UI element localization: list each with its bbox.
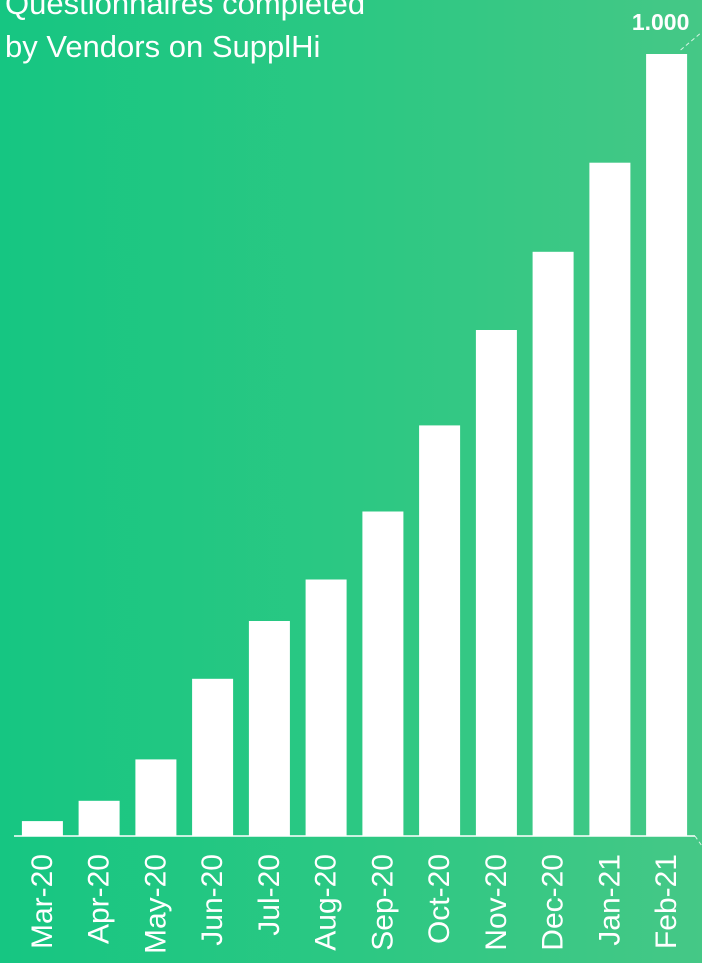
bar-dec-20 (533, 252, 574, 836)
bar-nov-20 (476, 330, 517, 836)
x-tick-label: Sep-20 (366, 854, 399, 951)
x-tick-label: Oct-20 (423, 854, 456, 944)
x-tick-label: Nov-20 (480, 854, 513, 951)
data-labels: 1.000 (632, 9, 690, 35)
x-tick-label: Dec-20 (537, 854, 570, 951)
bar-aug-20 (306, 580, 347, 837)
bar-feb-21 (646, 54, 687, 836)
axis-end-leader-line (695, 836, 702, 846)
bar-jun-20 (192, 679, 233, 836)
bar-mar-20 (22, 821, 63, 836)
bar-jan-21 (589, 163, 630, 836)
bar-may-20 (135, 759, 176, 836)
x-tick-label: Mar-20 (26, 854, 59, 949)
bar-jul-20 (249, 621, 290, 836)
bar-oct-20 (419, 425, 460, 836)
x-tick-labels: Mar-20 Apr-20 May-20 Jun-20 Jul-20 Aug-20 Sep-… (26, 854, 683, 954)
bar-apr-20 (79, 801, 120, 836)
data-label: 1.000 (632, 9, 690, 35)
x-tick-label: Apr-20 (83, 854, 116, 944)
bar-sep-20 (362, 512, 403, 837)
bars-group (22, 54, 687, 836)
x-tick-label: Jun-20 (196, 854, 229, 946)
x-tick-label: Jan-21 (593, 854, 626, 946)
x-tick-label: May-20 (139, 854, 172, 954)
x-tick-label: Aug-20 (310, 854, 343, 951)
x-tick-label: Feb-21 (650, 854, 683, 949)
x-tick-label: Jul-20 (253, 854, 286, 936)
